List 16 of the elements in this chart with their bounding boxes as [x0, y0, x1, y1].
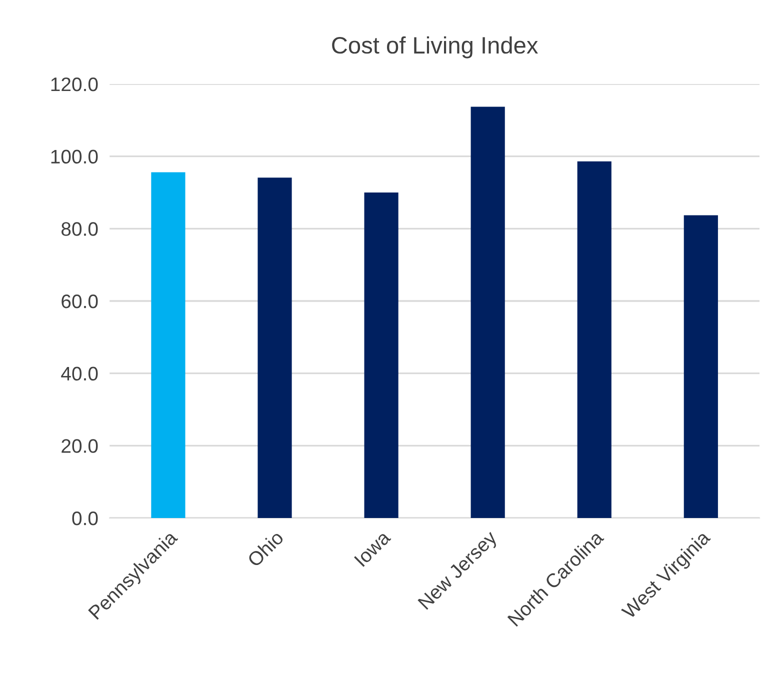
bar [684, 215, 718, 518]
chart-title: Cost of Living Index [332, 36, 538, 58]
bar [577, 161, 612, 518]
bar [364, 192, 398, 518]
bar [258, 178, 292, 518]
x-tick-label: Iowa [354, 530, 392, 567]
y-tick-label: 100.0 [51, 150, 98, 164]
y-tick-label: 120.0 [51, 77, 98, 92]
bar [151, 172, 186, 518]
bar [470, 106, 505, 518]
x-tick-label: Ohio [246, 530, 284, 568]
y-tick-label: 40.0 [61, 366, 98, 381]
y-tick-label: 20.0 [62, 439, 98, 453]
y-tick-label: 80.0 [62, 222, 98, 236]
y-tick-label: 0.0 [72, 511, 98, 526]
y-tick-label: 60.0 [62, 294, 98, 308]
